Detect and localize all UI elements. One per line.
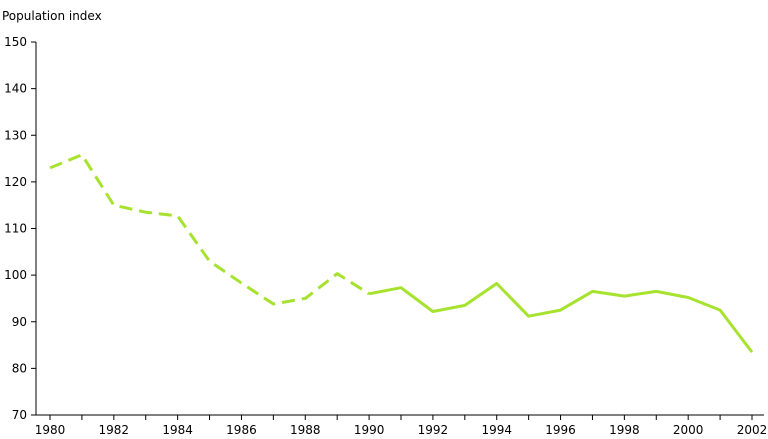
- x-tick-label: 1988: [290, 423, 321, 437]
- y-axis-label: Population index: [2, 9, 102, 23]
- y-tick-label: 70: [12, 408, 27, 422]
- x-tick-label: 1992: [418, 423, 449, 437]
- x-tick-label: 1994: [481, 423, 512, 437]
- y-tick-label: 110: [4, 222, 27, 236]
- y-axis: 70 80 90 100 110 120 130 140 150: [4, 35, 37, 422]
- series-layer: [49, 153, 754, 354]
- x-tick-label: 2000: [673, 423, 704, 437]
- y-tick-label: 80: [12, 361, 27, 375]
- y-tick-label: 130: [4, 128, 27, 142]
- series-line-solid: [368, 282, 754, 354]
- x-tick-label: 2002: [737, 423, 768, 437]
- y-tick-label: 150: [4, 35, 27, 49]
- x-tick-label: 1982: [99, 423, 130, 437]
- y-tick-label: 90: [12, 315, 27, 329]
- x-tick-label: 1980: [35, 423, 66, 437]
- x-tick-label: 1998: [609, 423, 640, 437]
- x-tick-label: 1984: [162, 423, 193, 437]
- series-line-dashed: [49, 153, 370, 306]
- y-tick-label: 140: [4, 82, 27, 96]
- x-tick-label: 1986: [226, 423, 257, 437]
- y-tick-label: 120: [4, 175, 27, 189]
- x-tick-label: 1996: [545, 423, 576, 437]
- y-tick-label: 100: [4, 268, 27, 282]
- x-tick-label: 1990: [354, 423, 385, 437]
- x-axis: 1980 1982 1984 1986 1988 1990 1992 1994 1996 1998…: [35, 414, 768, 437]
